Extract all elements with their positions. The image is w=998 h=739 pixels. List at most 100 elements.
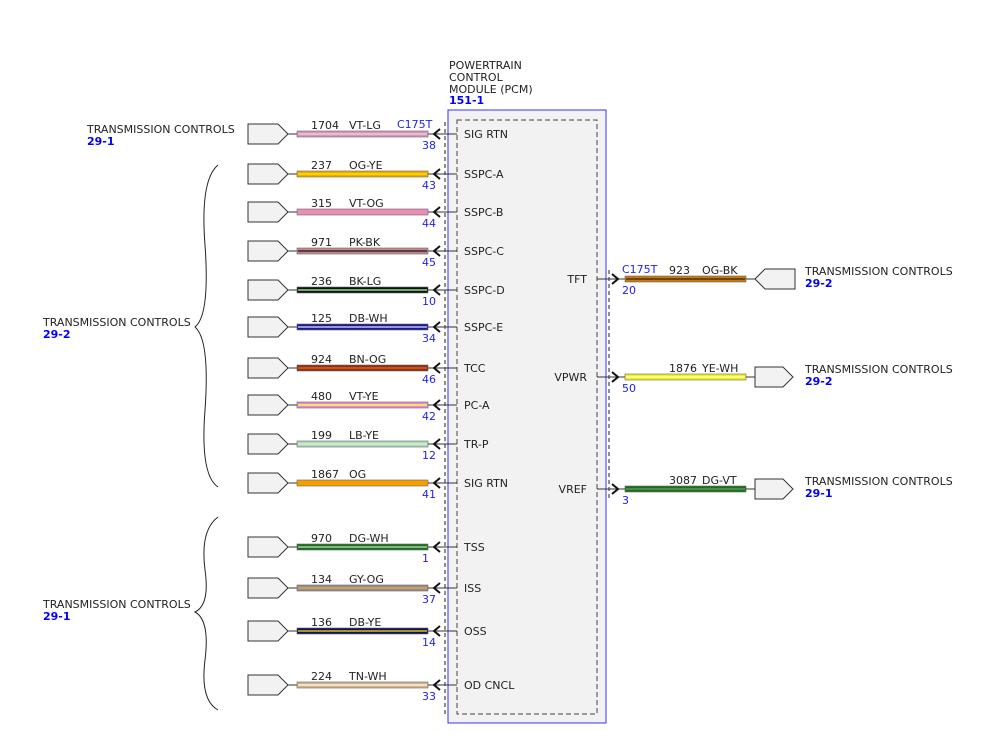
pin-number: 33 — [422, 690, 436, 703]
pin-arrow-icon — [432, 168, 441, 180]
circuit-number: 315 — [311, 197, 332, 210]
wire-color-code: DG-WH — [349, 532, 389, 545]
pin-arrow-icon — [432, 245, 441, 257]
pin-number: 34 — [422, 332, 436, 345]
signal-name: VREF — [559, 483, 587, 496]
circuit-number: 970 — [311, 532, 332, 545]
pin-number: 45 — [422, 256, 436, 269]
connector-shape[interactable] — [247, 620, 289, 642]
pin-arrow-icon — [432, 438, 441, 450]
connector-id: C175T — [622, 263, 658, 276]
wire-color-code: VT-YE — [349, 390, 379, 403]
signal-name: SIG RTN — [464, 477, 508, 490]
group-labels: TRANSMISSION CONTROLS 29-1 TRANSMISSION … — [42, 123, 235, 711]
pin-number: 46 — [422, 373, 436, 386]
pin-arrow-icon — [432, 477, 441, 489]
pcm-box — [447, 109, 607, 724]
connector-shape[interactable] — [247, 201, 289, 223]
connector-shape[interactable] — [247, 163, 289, 185]
group-ref-3[interactable]: 29-1 — [43, 610, 71, 623]
connector-shape[interactable] — [247, 357, 289, 379]
wire-row: 136 DB-YE 14 OSS — [247, 616, 487, 649]
wire-row: 924 BN-OG 46 TCC — [247, 353, 486, 386]
pin-number: 3 — [622, 494, 629, 507]
connector-shape[interactable] — [247, 577, 289, 599]
destination-label: TRANSMISSION CONTROLS — [804, 265, 953, 278]
pin-arrow-icon — [611, 273, 620, 285]
connector-shape[interactable] — [247, 536, 289, 558]
circuit-number: 199 — [311, 429, 332, 442]
signal-name: SSPC-A — [464, 168, 504, 181]
connector-shape[interactable] — [754, 268, 796, 290]
wire-row: 224 TN-WH 33 OD CNCL — [247, 670, 515, 703]
brace-group-2 — [194, 164, 219, 488]
wire-row: 480 VT-YE 42 PC-A — [247, 390, 490, 423]
pin-number: 12 — [422, 449, 436, 462]
signal-name: TR-P — [463, 438, 489, 451]
connector-shape[interactable] — [754, 478, 794, 500]
connector-shape[interactable] — [247, 433, 289, 455]
connector-shape[interactable] — [247, 240, 289, 262]
circuit-number: 480 — [311, 390, 332, 403]
signal-name: SSPC-D — [464, 284, 505, 297]
pin-arrow-icon — [432, 321, 441, 333]
connector-shape[interactable] — [247, 279, 289, 301]
wire-color-code: DG-VT — [702, 474, 737, 487]
left-wires: 1704 VT-LG 38 SIG RTN 237 OG-YE 43 SSPC-A 315 VT-… — [247, 118, 515, 703]
pin-arrow-icon — [432, 362, 441, 374]
circuit-number: 236 — [311, 275, 332, 288]
wire-color-code: DB-WH — [349, 312, 388, 325]
destination-ref-link[interactable]: 29-2 — [805, 375, 833, 388]
connector-shape[interactable] — [247, 472, 289, 494]
group-ref-1[interactable]: 29-1 — [87, 135, 115, 148]
pcm-ref-link[interactable]: 151-1 — [449, 94, 484, 107]
circuit-number: 923 — [669, 264, 690, 277]
pin-number: 38 — [422, 139, 436, 152]
wire-color-code: VT-LG — [349, 119, 381, 132]
pin-arrow-icon — [432, 541, 441, 553]
wire-color-code: YE-WH — [701, 362, 738, 375]
destination-ref-link[interactable]: 29-2 — [805, 277, 833, 290]
pin-number: 10 — [422, 295, 436, 308]
pcm-title-line-2: CONTROL — [449, 71, 504, 84]
group-label-3: TRANSMISSION CONTROLS — [42, 598, 191, 611]
wire-row: 134 GY-OG 37 ISS — [247, 573, 481, 606]
signal-name: TSS — [463, 541, 485, 554]
pin-arrow-icon — [432, 582, 441, 594]
group-label-1: TRANSMISSION CONTROLS — [86, 123, 235, 136]
signal-name: TFT — [566, 273, 587, 286]
connector-shape[interactable] — [754, 366, 794, 388]
connector-shape[interactable] — [247, 123, 289, 145]
circuit-number: 134 — [311, 573, 332, 586]
signal-name: SSPC-B — [464, 206, 503, 219]
wire-row: 125 DB-WH 34 SSPC-E — [247, 312, 503, 345]
wire-color-code: VT-OG — [349, 197, 384, 210]
pin-number: 42 — [422, 410, 436, 423]
signal-name: OD CNCL — [464, 679, 515, 692]
pin-arrow-icon — [432, 206, 441, 218]
signal-name: PC-A — [464, 399, 490, 412]
pin-arrow-icon — [432, 679, 441, 691]
circuit-number: 1876 — [669, 362, 697, 375]
connector-shape[interactable] — [247, 674, 289, 696]
pcm-title-line-3: MODULE (PCM) — [449, 83, 533, 96]
signal-name: SSPC-C — [464, 245, 504, 258]
circuit-number: 3087 — [669, 474, 697, 487]
wire-row: 1704 VT-LG 38 SIG RTN — [247, 119, 508, 152]
pin-number: 44 — [422, 217, 436, 230]
circuit-number: 1704 — [311, 119, 339, 132]
signal-name: SIG RTN — [464, 128, 508, 141]
connector-shape[interactable] — [247, 394, 289, 416]
pin-arrow-icon — [611, 371, 620, 383]
connector-shape[interactable] — [247, 316, 289, 338]
pcm-module: POWERTRAIN CONTROL MODULE (PCM) 151-1 — [444, 59, 610, 724]
wire-row: 971 PK-BK 45 SSPC-C — [247, 236, 504, 269]
pin-number: 20 — [622, 284, 636, 297]
destination-ref-link[interactable]: 29-1 — [805, 487, 833, 500]
group-ref-2[interactable]: 29-2 — [43, 328, 71, 341]
pcm-title-line-1: POWERTRAIN — [449, 59, 522, 72]
pin-number: 43 — [422, 179, 436, 192]
